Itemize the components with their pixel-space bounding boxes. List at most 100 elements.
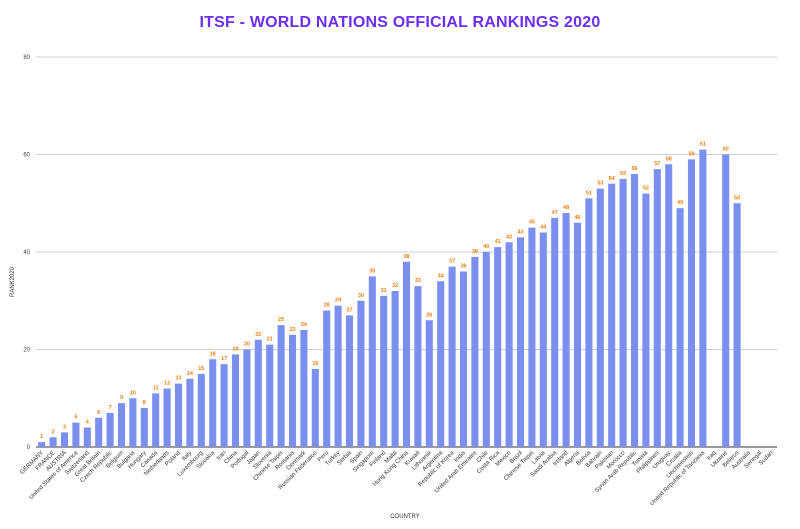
bar bbox=[334, 305, 342, 447]
data-label: 16 bbox=[312, 361, 318, 367]
data-label: 2 bbox=[52, 429, 55, 435]
data-label: 4 bbox=[86, 420, 90, 426]
data-label: 54 bbox=[609, 176, 616, 182]
x-axis-label: COUNTRY bbox=[390, 514, 420, 520]
y-tick-label: 40 bbox=[23, 250, 30, 256]
bar bbox=[95, 417, 103, 447]
bar bbox=[562, 213, 570, 447]
bar bbox=[459, 271, 468, 447]
bar bbox=[186, 378, 194, 447]
data-label: 26 bbox=[426, 312, 432, 318]
bar bbox=[300, 330, 308, 447]
data-label: 10 bbox=[130, 390, 136, 396]
data-label: 33 bbox=[415, 278, 421, 284]
data-label: 30 bbox=[358, 293, 364, 299]
bar bbox=[448, 266, 456, 447]
data-label: 27 bbox=[346, 307, 352, 313]
data-label: 1 bbox=[40, 434, 43, 440]
bar bbox=[722, 154, 730, 447]
y-tick-label: 60 bbox=[23, 153, 30, 159]
bar bbox=[528, 227, 536, 447]
bar bbox=[368, 276, 376, 447]
y-tick-labels: 0 20 40 60 80 bbox=[23, 55, 30, 451]
data-label: 46 bbox=[574, 215, 580, 221]
bar bbox=[254, 339, 262, 447]
data-label: 44 bbox=[540, 225, 547, 231]
bar bbox=[414, 286, 422, 447]
bar bbox=[323, 310, 331, 447]
data-label: 11 bbox=[153, 385, 159, 391]
bar bbox=[573, 222, 582, 447]
data-label: 24 bbox=[301, 322, 308, 328]
bar bbox=[494, 247, 502, 447]
data-label: 61 bbox=[700, 142, 706, 148]
bar bbox=[357, 300, 365, 447]
data-label: 14 bbox=[187, 371, 194, 377]
data-label: 18 bbox=[210, 351, 216, 357]
bar bbox=[437, 281, 445, 447]
data-label: 3 bbox=[63, 424, 66, 430]
bar bbox=[619, 178, 627, 447]
data-label: 22 bbox=[255, 332, 261, 338]
data-label: 5 bbox=[74, 415, 77, 421]
data-label: 59 bbox=[688, 151, 694, 157]
y-tick-label: 0 bbox=[27, 445, 31, 451]
bar bbox=[106, 412, 114, 447]
bar bbox=[665, 164, 673, 447]
data-label: 38 bbox=[403, 254, 409, 260]
data-label: 56 bbox=[631, 166, 637, 172]
y-tick-label: 80 bbox=[23, 55, 30, 61]
bar bbox=[209, 359, 217, 447]
y-tick-label: 20 bbox=[23, 348, 30, 354]
data-label: 55 bbox=[620, 171, 626, 177]
bar bbox=[117, 403, 126, 447]
data-label: 36 bbox=[460, 264, 466, 270]
data-label: 32 bbox=[392, 283, 398, 289]
x-tick-label: Iraq bbox=[706, 450, 718, 462]
bar bbox=[288, 334, 297, 447]
bar bbox=[676, 208, 684, 447]
bar bbox=[699, 149, 707, 447]
data-label: 47 bbox=[552, 210, 558, 216]
data-label: 57 bbox=[654, 161, 660, 167]
bar bbox=[733, 203, 741, 447]
data-label: 28 bbox=[324, 303, 330, 309]
bar bbox=[83, 427, 91, 447]
data-label: 12 bbox=[164, 381, 170, 387]
data-label: 52 bbox=[643, 186, 649, 192]
data-label: 43 bbox=[517, 229, 523, 235]
bar bbox=[471, 256, 479, 447]
bar bbox=[140, 408, 148, 447]
bar bbox=[596, 188, 604, 447]
bar bbox=[311, 369, 319, 447]
bar bbox=[129, 398, 137, 447]
bar bbox=[687, 159, 696, 447]
bar bbox=[60, 432, 69, 447]
data-label: 31 bbox=[381, 288, 387, 294]
bar bbox=[642, 193, 650, 447]
bar bbox=[174, 383, 183, 447]
data-label: 9 bbox=[120, 395, 123, 401]
bar bbox=[243, 349, 251, 447]
data-label: 37 bbox=[449, 259, 455, 265]
bar bbox=[505, 242, 513, 447]
data-label: 34 bbox=[438, 273, 445, 279]
data-labels: 1235467910811121314151817192022212523241… bbox=[40, 142, 740, 441]
data-label: 53 bbox=[597, 181, 603, 187]
bar bbox=[402, 261, 411, 447]
bar bbox=[551, 217, 559, 447]
data-label: 23 bbox=[289, 327, 295, 333]
bar bbox=[38, 442, 46, 447]
data-label: 41 bbox=[495, 239, 501, 245]
data-label: 58 bbox=[666, 156, 672, 162]
bar bbox=[197, 373, 205, 447]
data-label: 17 bbox=[221, 356, 227, 362]
bar bbox=[277, 325, 285, 447]
bar bbox=[653, 169, 661, 447]
data-label: 21 bbox=[267, 337, 273, 343]
bar bbox=[231, 354, 240, 447]
data-label: 35 bbox=[369, 268, 375, 274]
bars bbox=[38, 149, 741, 447]
data-label: 49 bbox=[677, 200, 683, 206]
